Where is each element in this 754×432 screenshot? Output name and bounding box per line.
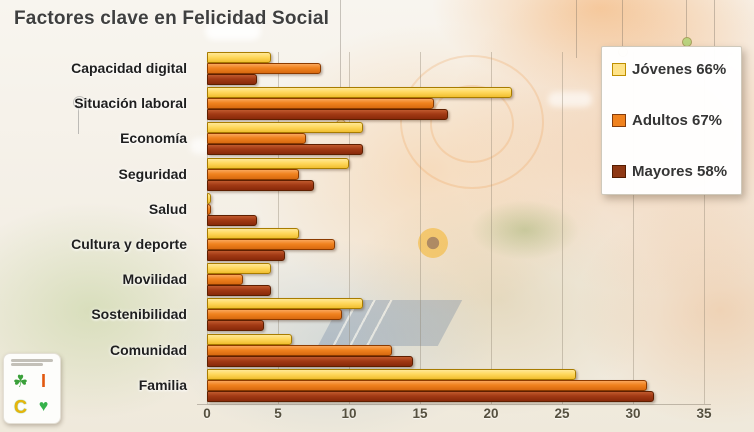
x-tick-label: 0 [203,406,211,421]
organization-logo: ☘ I C ♥ [3,353,61,424]
bar-mayores-4 [207,179,314,191]
heart-icon: ♥ [38,398,49,415]
category-label: Economía [120,130,187,147]
legend-label: Jóvenes 66% [632,61,727,78]
gridline [420,52,421,404]
bar-jóvenes-9 [207,333,293,345]
category-label: Familia [138,376,187,393]
legend-item-adultos: Adultos 67% [612,112,731,129]
bar-jóvenes-1 [207,52,271,63]
logo-letter-i: I [40,371,46,391]
category-row [207,368,704,402]
bar-mayores-3 [207,144,364,156]
category-label: Movilidad [122,271,187,288]
legend-box: Jóvenes 66% Adultos 67% Mayores 58% [601,46,742,195]
bar-jóvenes-10 [207,368,577,380]
x-axis-line [197,404,711,405]
x-tick-label: 35 [696,406,712,421]
bar-jóvenes-2 [207,87,513,99]
category-row [207,263,704,297]
category-row [207,298,704,332]
gridline [349,52,350,404]
bar-adultos-2 [207,98,435,110]
legend-item-mayores: Mayores 58% [612,163,731,180]
bar-jóvenes-3 [207,122,364,134]
category-row [207,52,704,85]
logo-letter-c: C [14,397,27,417]
x-tick-label: 30 [625,406,641,421]
x-tick-label: 15 [412,406,428,421]
chart-title: Factores clave en Felicidad Social [14,8,330,29]
gridline [704,52,705,404]
bar-jóvenes-5 [207,192,212,204]
bar-jóvenes-4 [207,157,349,169]
string-light-decoration [622,0,623,48]
legend-label: Adultos 67% [632,112,723,129]
category-row [207,157,704,191]
bar-mayores-5 [207,214,257,226]
clover-icon: ☘ [12,371,29,391]
bar-jóvenes-6 [207,228,300,239]
legend-label: Mayores 58% [632,163,728,180]
bar-adultos-6 [207,239,335,250]
gridline [562,52,563,404]
bar-adultos-10 [207,379,648,391]
bar-adultos-3 [207,133,307,145]
string-light-decoration [576,0,577,58]
bar-adultos-9 [207,344,392,356]
bar-jóvenes-7 [207,263,271,275]
category-label: Capacidad digital [71,60,187,76]
plot-area [207,52,705,404]
bar-mayores-10 [207,390,655,402]
bar-mayores-8 [207,320,264,332]
bar-mayores-7 [207,285,271,297]
x-tick-label: 20 [483,406,499,421]
category-row [207,192,704,226]
bar-adultos-7 [207,274,243,286]
category-row [207,333,704,367]
bar-adultos-5 [207,203,212,215]
bar-adultos-1 [207,63,321,74]
logo-caption-line [11,359,53,362]
category-label: Seguridad [118,165,187,182]
category-label: Cultura y deporte [71,236,187,252]
bar-mayores-6 [207,250,286,261]
bar-adultos-8 [207,309,342,321]
mayores-swatch-icon [612,165,626,178]
category-label: Situación laboral [74,95,187,112]
jovenes-swatch-icon [612,63,626,76]
x-tick-label: 5 [274,406,282,421]
category-row [207,228,704,261]
adultos-swatch-icon [612,114,626,127]
bar-jóvenes-8 [207,298,364,310]
category-label: Salud [148,200,187,217]
category-label: Comunidad [110,341,187,358]
category-row [207,87,704,121]
category-label: Sostenibilidad [91,306,187,323]
string-light-decoration [686,0,687,38]
gridline [633,52,634,404]
x-tick-label: 25 [554,406,570,421]
x-axis-ticks: 0 5 10 15 20 25 30 35 [203,406,711,428]
bar-mayores-1 [207,74,257,85]
gridline [491,52,492,404]
bar-mayores-2 [207,109,449,121]
x-tick-label: 10 [341,406,357,421]
bar-mayores-9 [207,355,413,367]
category-row [207,122,704,156]
category-axis: Capacidad digital Situación laboral Econom… [0,52,197,404]
logo-caption-line [11,363,44,366]
bar-adultos-4 [207,168,300,180]
legend-item-jovenes: Jóvenes 66% [612,61,731,78]
